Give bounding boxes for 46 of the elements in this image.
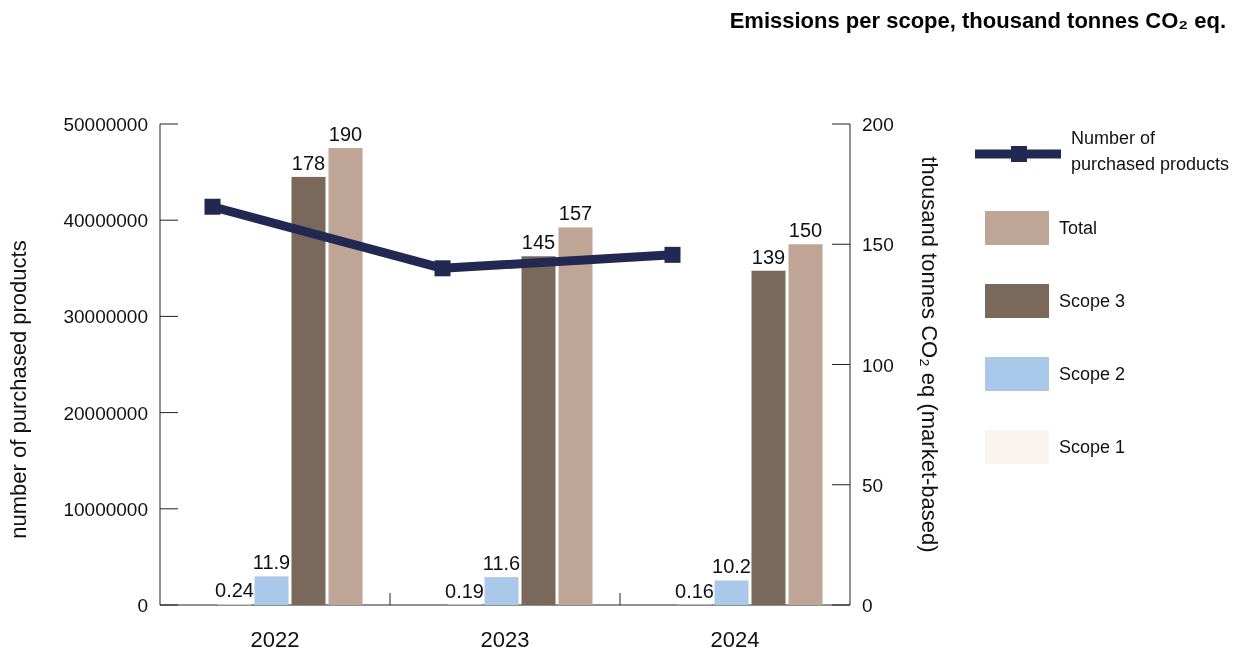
x-tick-label: 2023 [480,627,530,652]
y-tick-label: 0 [137,595,148,616]
data-label: 11.9 [252,551,291,574]
bar [521,256,556,605]
bar [714,580,749,605]
data-label: 150 [788,219,823,242]
data-label: 0.16 [675,579,714,602]
legend-label: Number of purchased products [1071,128,1230,174]
text: Emissions per scope, thousand tonnes CO₂ eq. [729,8,1226,33]
bar [254,576,289,605]
x-tick-label: 2022 [250,627,300,652]
bar [291,176,326,605]
y-axis-title: number of purchased products [6,240,31,539]
bar [328,148,363,605]
y-tick-label: 40000000 [63,210,148,232]
legend-label: Scope 2 [1059,364,1126,384]
y2-tick-label: 200 [862,114,894,135]
data-label: 139 [751,245,786,268]
y-tick-label: 30000000 [63,306,148,328]
data-label: 0.19 [445,579,484,602]
y-tick-label: 10000000 [63,498,148,520]
point [204,198,221,215]
y2-tick-label: 100 [862,354,894,376]
y2-tick-label: 0 [862,595,873,616]
legend-label: Scope 1 [1059,437,1126,457]
x-tick-label: 2024 [710,627,760,652]
bar [788,244,823,605]
bar [751,270,786,605]
data-label: 145 [521,231,556,254]
point [664,246,681,263]
data-label: 178 [291,151,326,174]
y-tick-label: 20000000 [63,402,148,424]
y2-tick-label: 150 [862,234,894,256]
data-label: 157 [558,202,593,225]
point [434,260,451,277]
data-label: 0.24 [215,579,254,602]
bar [558,227,593,605]
legend-label: Total [1059,218,1098,238]
bar [484,577,519,605]
y-tick-label: 50000000 [63,114,148,135]
data-label: 11.6 [482,552,521,575]
data-label: 10.2 [712,555,751,578]
y2-axis-title: thousand tonnes CO₂ eq (market-based) [917,156,942,553]
legend-label: Scope 3 [1059,291,1126,311]
data-label: 190 [328,123,363,146]
y2-tick-label: 50 [862,474,884,496]
